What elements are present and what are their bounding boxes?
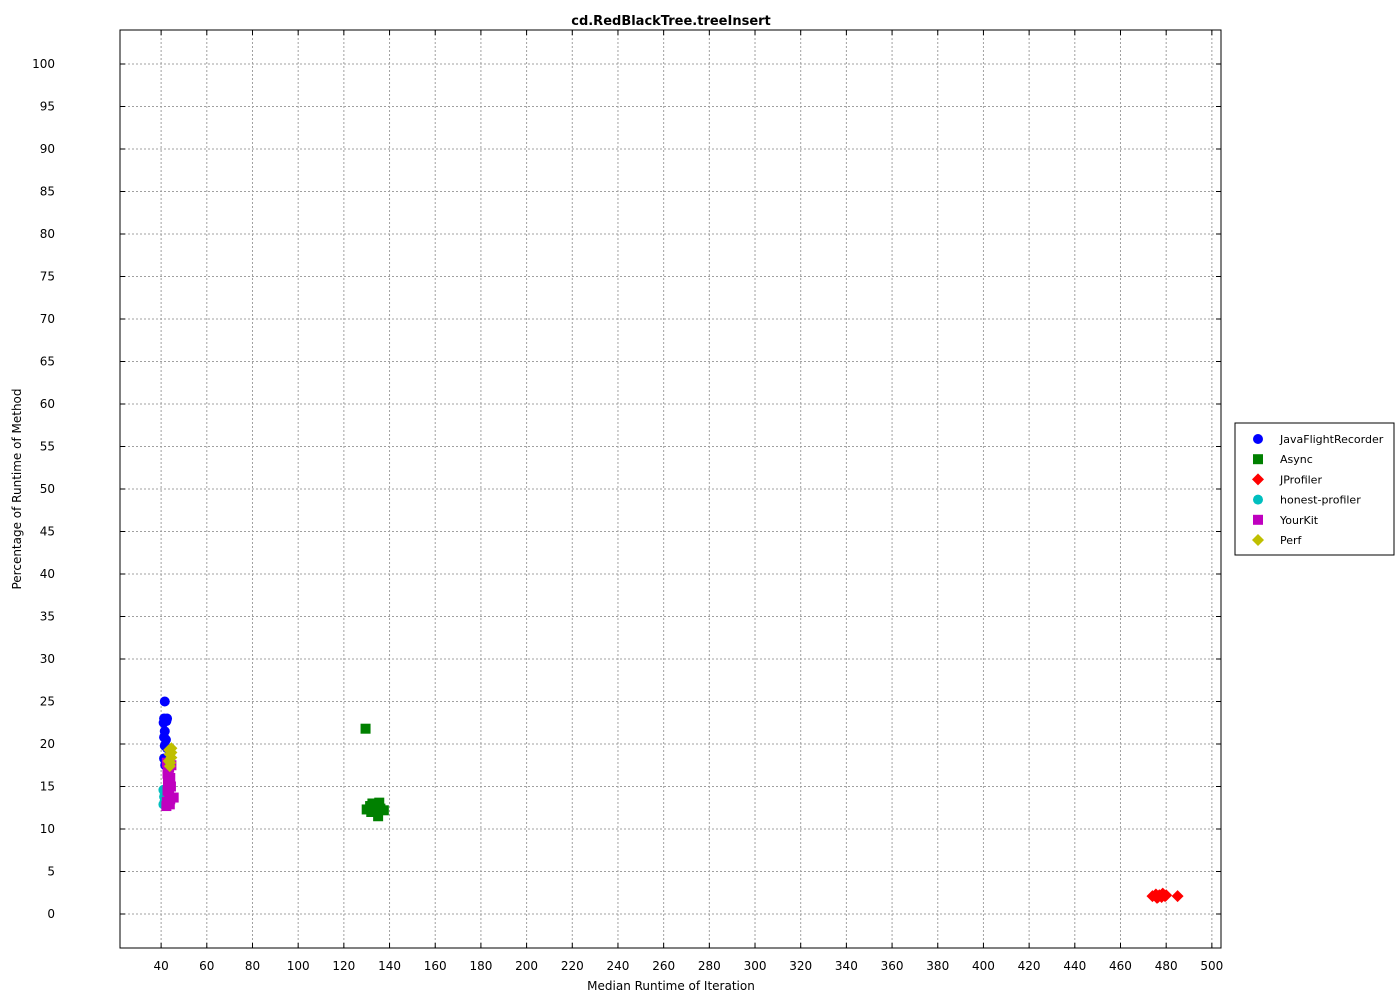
x-axis-label: Median Runtime of Iteration	[587, 979, 755, 993]
legend-label: Async	[1280, 453, 1313, 466]
axis-ticks: 40 60 80 100 120 140 160 180 200 220 240 260 280 300 3…	[32, 30, 1223, 973]
data-point	[163, 760, 176, 773]
y-tick-label: 95	[40, 100, 55, 114]
legend-marker	[1252, 534, 1264, 546]
y-tick-label: 65	[40, 355, 55, 369]
y-tick-label: 35	[40, 610, 55, 624]
data-point	[161, 801, 172, 812]
y-tick-label: 45	[40, 525, 55, 539]
y-axis-label: Percentage of Runtime of Method	[10, 388, 24, 589]
legend-item: honest-profiler	[1253, 494, 1361, 507]
data-point	[1152, 891, 1165, 903]
x-tick-label: 60	[199, 959, 214, 973]
x-tick-label: 500	[1200, 959, 1223, 973]
y-tick-label: 25	[40, 695, 55, 709]
legend-box	[1234, 422, 1395, 556]
legend-item: YourKit	[1253, 514, 1319, 527]
x-tick-label: 120	[332, 959, 355, 973]
x-tick-label: 460	[1109, 959, 1132, 973]
legend-label: JavaFlightRecorder	[1279, 433, 1384, 446]
y-tick-label: 85	[40, 185, 55, 199]
legend-item: Async	[1253, 453, 1313, 466]
legend-marker	[1253, 454, 1263, 465]
x-tick-label: 160	[424, 959, 447, 973]
data-point	[168, 792, 179, 803]
legend-marker	[1253, 434, 1263, 444]
y-tick-label: 80	[40, 227, 55, 241]
x-tick-label: 240	[607, 959, 630, 973]
series-async	[360, 723, 389, 822]
x-tick-label: 180	[469, 959, 492, 973]
data-point	[159, 696, 170, 707]
y-tick-label: 40	[40, 567, 55, 581]
y-tick-label: 60	[40, 397, 55, 411]
y-tick-label: 10	[40, 822, 55, 836]
y-tick-label: 20	[40, 737, 55, 751]
series-jprofiler	[1146, 887, 1184, 904]
legend-marker	[1253, 514, 1263, 525]
x-tick-label: 360	[881, 959, 904, 973]
x-tick-label: 440	[1063, 959, 1086, 973]
legend-item: JProfiler	[1252, 473, 1322, 486]
x-tick-label: 220	[561, 959, 584, 973]
data-point	[1160, 889, 1173, 902]
legend-marker	[1252, 473, 1264, 486]
legend-item: Perf	[1252, 534, 1303, 547]
legend-marker	[1253, 494, 1263, 505]
grid-lines	[120, 30, 1221, 948]
y-tick-label: 100	[32, 57, 55, 71]
y-tick-label: 90	[40, 142, 55, 156]
y-tick-label: 70	[40, 312, 55, 326]
x-tick-label: 420	[1018, 959, 1041, 973]
data-point	[162, 766, 173, 777]
legend-label: Perf	[1280, 534, 1303, 547]
chart-title: cd.RedBlackTree.treeInsert	[571, 14, 771, 29]
x-tick-label: 480	[1155, 959, 1178, 973]
y-tick-label: 5	[47, 865, 55, 879]
legend-label: JProfiler	[1279, 473, 1322, 486]
legend-label: YourKit	[1279, 514, 1319, 527]
legend-label: honest-profiler	[1280, 494, 1361, 507]
y-tick-label: 50	[40, 482, 55, 496]
legend-item: JavaFlightRecorder	[1253, 433, 1384, 446]
x-tick-label: 300	[744, 959, 767, 973]
x-tick-label: 80	[245, 959, 260, 973]
data-point	[367, 798, 378, 809]
data-point	[165, 746, 178, 759]
x-tick-label: 40	[153, 959, 168, 973]
y-tick-label: 15	[40, 780, 55, 794]
x-tick-label: 260	[652, 959, 675, 973]
x-tick-label: 140	[378, 959, 401, 973]
data-point	[1171, 890, 1184, 903]
data-point	[360, 723, 371, 734]
data-point	[378, 805, 389, 816]
data-points	[158, 696, 1184, 904]
x-tick-label: 320	[789, 959, 812, 973]
x-tick-label: 100	[287, 959, 310, 973]
x-tick-label: 340	[835, 959, 858, 973]
x-tick-label: 280	[698, 959, 721, 973]
y-tick-label: 75	[40, 270, 55, 284]
x-tick-label: 380	[926, 959, 949, 973]
y-tick-label: 30	[40, 652, 55, 666]
legend: JavaFlightRecorder Async JProfiler honest-p…	[1234, 422, 1395, 556]
data-point	[373, 811, 384, 822]
data-point	[161, 716, 172, 727]
x-tick-label: 200	[515, 959, 538, 973]
data-point	[374, 797, 385, 808]
series-perf	[162, 742, 178, 773]
y-tick-label: 0	[47, 907, 55, 921]
x-tick-label: 400	[972, 959, 995, 973]
y-tick-label: 55	[40, 440, 55, 454]
